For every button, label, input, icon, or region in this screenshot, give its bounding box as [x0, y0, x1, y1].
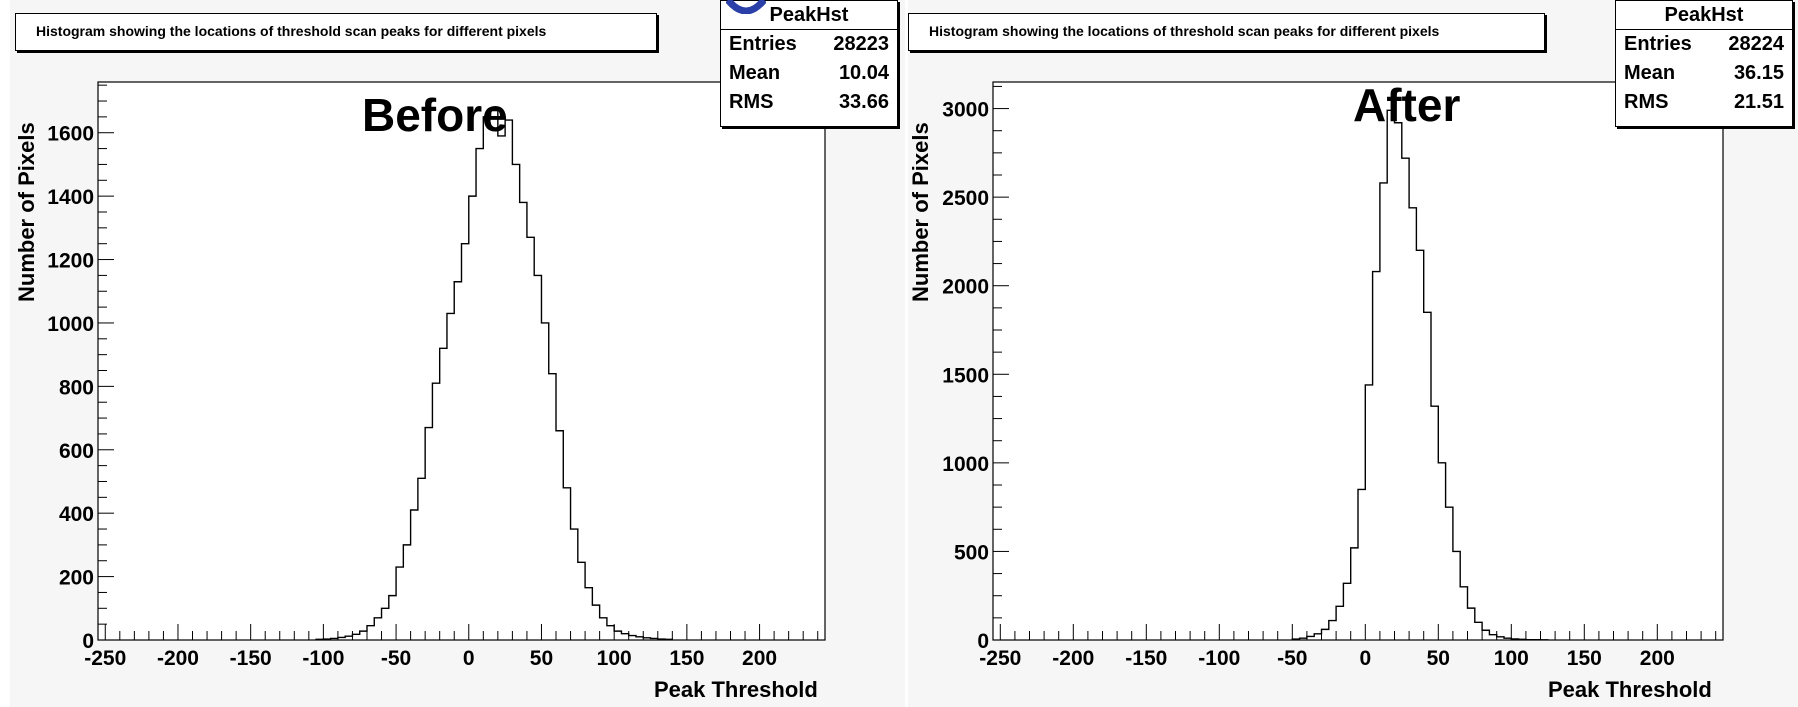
x-tick-label: -150: [1125, 647, 1167, 670]
decorative-arc-icon: [726, 0, 766, 14]
histogram-before: -250 -200 -150 -100 -50 0 50 100 150 200 0 200 400 60…: [47, 81, 826, 670]
y-axis-label: Number of Pixels: [14, 122, 39, 302]
plot-frame: [97, 81, 826, 641]
y-tick-label: 2000: [942, 276, 989, 299]
stats-box: PeakHst Entries 28223 Mean 10.04 RMS 33.…: [720, 0, 898, 127]
stats-value: 33.66: [838, 91, 889, 113]
stats-row: RMS 21.51: [1616, 88, 1792, 117]
x-tick-label: 150: [1567, 647, 1602, 670]
stats-box: PeakHst Entries 28224 Mean 36.15 RMS 21.…: [1615, 0, 1793, 127]
x-tick-label: -50: [1277, 647, 1307, 670]
stats-label: Entries: [1624, 33, 1692, 55]
x-tick-label: -200: [1052, 647, 1094, 670]
y-tick-label: 800: [59, 376, 94, 399]
y-tick-label: 1400: [47, 186, 94, 209]
x-tick-label: -250: [84, 647, 126, 670]
y-axis-label: Number of Pixels: [908, 122, 933, 302]
stats-row: Mean 10.04: [721, 59, 897, 88]
y-tick-label: 0: [977, 630, 989, 653]
y-tick-label: 500: [954, 541, 989, 564]
stats-row: Entries 28224: [1616, 30, 1792, 59]
x-tick-label: 50: [530, 647, 553, 670]
y-tick-label: 400: [59, 503, 94, 526]
x-tick-label: -250: [979, 647, 1021, 670]
stats-label: Mean: [729, 62, 781, 84]
stats-value: 28223: [833, 33, 889, 55]
stats-name: PeakHst: [1616, 1, 1792, 30]
y-tick-label: 1500: [942, 364, 989, 387]
y-tick-label: 1200: [47, 250, 94, 273]
histogram-series: [1291, 109, 1549, 641]
y-tick-label: 3000: [942, 99, 989, 122]
x-tick-label: -50: [381, 647, 411, 670]
y-tick-label: 600: [59, 440, 94, 463]
panel-before: -250 -200 -150 -100 -50 0 50 100 150 200 0 200 400 60…: [10, 0, 905, 707]
y-tick-label: 0: [82, 630, 94, 653]
stats-value: 10.04: [838, 62, 889, 84]
x-tick-label: 150: [669, 647, 704, 670]
stats-row: Mean 36.15: [1616, 59, 1792, 88]
annotation-label: After: [1353, 79, 1461, 131]
x-tick-label: -200: [157, 647, 199, 670]
x-tick-label: 0: [1359, 647, 1371, 670]
stats-label: RMS: [1624, 91, 1669, 113]
stats-value: 28224: [1728, 33, 1784, 55]
stats-name: PeakHst: [721, 1, 897, 30]
stats-value: 21.51: [1733, 91, 1784, 113]
stats-value: 36.15: [1733, 62, 1784, 84]
x-tick-label: 100: [1494, 647, 1529, 670]
y-tick-label: 1600: [47, 123, 94, 146]
stats-label: Mean: [1624, 62, 1676, 84]
histogram-series: [315, 109, 674, 641]
annotation-label: Before: [362, 89, 508, 141]
chart-title: Histogram showing the locations of thres…: [908, 13, 1545, 51]
panel-after: -250 -200 -150 -100 -50 0 50 100 150 200 0 500 1000 1…: [908, 0, 1798, 707]
stats-row: Entries 28223: [721, 30, 897, 59]
x-tick-label: 50: [1427, 647, 1450, 670]
stats-label: Entries: [729, 33, 797, 55]
chart-title: Histogram showing the locations of thres…: [15, 13, 657, 51]
plot-frame: [992, 81, 1724, 641]
x-tick-label: 200: [1640, 647, 1675, 670]
x-tick-label: 100: [597, 647, 632, 670]
x-tick-label: -100: [1198, 647, 1240, 670]
histogram-after: -250 -200 -150 -100 -50 0 50 100 150 200050010001…: [942, 81, 1724, 670]
stats-label: RMS: [729, 91, 774, 113]
x-axis-label: Peak Threshold: [1548, 677, 1712, 702]
x-tick-label: 200: [742, 647, 777, 670]
y-tick-label: 200: [59, 567, 94, 590]
y-tick-label: 1000: [47, 313, 94, 336]
x-tick-label: -150: [230, 647, 272, 670]
x-tick-label: -100: [302, 647, 344, 670]
y-tick-label: 1000: [942, 453, 989, 476]
x-tick-label: 0: [463, 647, 475, 670]
stats-row: RMS 33.66: [721, 88, 897, 117]
y-tick-label: 2500: [942, 187, 989, 210]
x-axis-label: Peak Threshold: [654, 677, 818, 702]
